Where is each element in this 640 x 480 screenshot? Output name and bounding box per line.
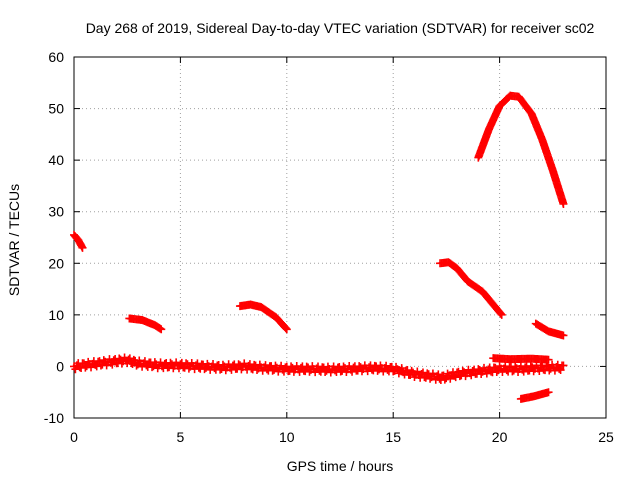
data-point-marker — [108, 360, 117, 369]
data-point-marker — [397, 364, 406, 373]
data-series — [489, 354, 553, 364]
x-tick-label: 15 — [385, 429, 401, 445]
data-point-marker — [148, 363, 157, 372]
data-point-marker — [132, 361, 141, 370]
data-series — [125, 314, 166, 334]
data-point-marker — [314, 362, 323, 371]
data-point-marker — [458, 366, 467, 375]
data-point-marker — [556, 366, 565, 375]
chart-title: Day 268 of 2019, Sidereal Day-to-day VTE… — [86, 20, 595, 36]
data-point-marker — [519, 367, 528, 376]
data-point-marker — [440, 375, 449, 384]
x-tick-label: 0 — [70, 429, 78, 445]
data-point-marker — [482, 369, 491, 378]
data-point-marker — [446, 374, 455, 383]
data-point-marker — [559, 331, 568, 340]
data-point-marker — [382, 361, 391, 370]
data-point-marker — [474, 365, 483, 374]
data-point-marker — [87, 363, 96, 372]
y-tick-label: 20 — [48, 255, 64, 271]
data-point-marker — [496, 309, 505, 318]
data-point-marker — [281, 324, 290, 333]
x-axis-title: GPS time / hours — [287, 458, 394, 474]
data-series — [235, 300, 291, 334]
data-series — [436, 258, 506, 319]
data-point-marker — [277, 361, 286, 370]
data-point-marker — [193, 359, 202, 368]
data-series — [70, 353, 568, 385]
data-point-marker — [157, 325, 166, 334]
data-point-marker — [403, 366, 412, 375]
data-point-marker — [99, 356, 108, 365]
data-point-marker — [434, 370, 443, 379]
data-point-marker — [78, 243, 87, 252]
data-point-marker — [227, 365, 236, 374]
series-layer — [70, 91, 568, 403]
y-tick-label: 0 — [56, 358, 64, 374]
y-tick-label: 60 — [48, 49, 64, 65]
data-point-marker — [451, 373, 460, 382]
data-point-marker — [467, 371, 476, 380]
axis-ticks: 0 5 10 15 20 25 -10 0 10 20 30 40 50 60 — [44, 49, 614, 445]
data-point-marker — [125, 354, 134, 363]
data-series — [516, 388, 553, 403]
data-point-marker — [559, 361, 568, 370]
x-tick-label: 25 — [598, 429, 614, 445]
y-tick-label: 40 — [48, 152, 64, 168]
data-point-marker — [92, 362, 101, 371]
data-point-marker — [559, 199, 568, 208]
data-point-marker — [544, 355, 553, 364]
y-tick-label: 30 — [48, 204, 64, 220]
data-point-marker — [71, 365, 80, 374]
x-tick-label: 20 — [492, 429, 508, 445]
data-point-marker — [413, 367, 422, 376]
data-point-marker — [209, 360, 218, 369]
data-point-marker — [282, 325, 291, 334]
data-series — [474, 91, 568, 208]
x-tick-label: 5 — [177, 429, 185, 445]
x-tick-label: 10 — [279, 429, 295, 445]
y-tick-label: -10 — [44, 410, 64, 426]
y-tick-label: 50 — [48, 101, 64, 117]
data-point-marker — [497, 310, 506, 319]
y-tick-label: 10 — [48, 307, 64, 323]
y-axis-title: SDTVAR / TECUs — [6, 184, 22, 296]
data-point-marker — [348, 367, 357, 376]
data-point-marker — [245, 360, 254, 369]
data-point-marker — [535, 367, 544, 376]
data-point-marker — [426, 374, 435, 383]
data-point-marker — [140, 357, 149, 366]
data-point-marker — [544, 388, 553, 397]
data-point-marker — [261, 361, 270, 370]
data-point-marker — [268, 366, 277, 375]
data-point-marker — [418, 368, 427, 377]
data-series — [531, 319, 568, 340]
data-series — [70, 230, 87, 252]
